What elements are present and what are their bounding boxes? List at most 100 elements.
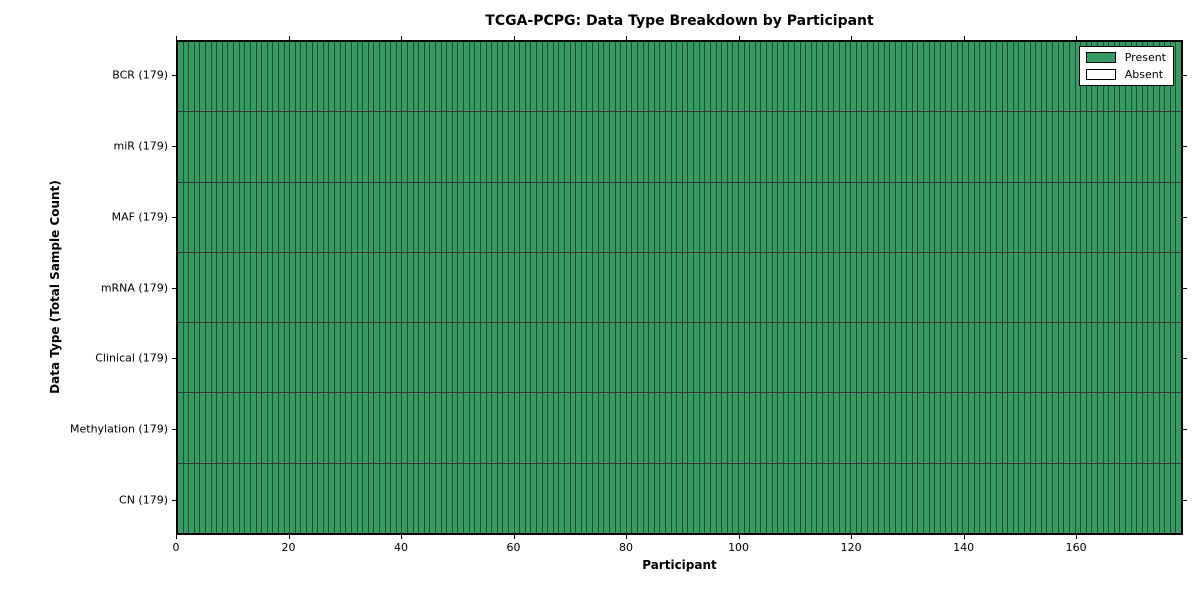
heatmap-cell: [676, 42, 682, 112]
heatmap-cell: [866, 182, 873, 252]
heatmap-cell: [681, 182, 688, 252]
heatmap-cell: [771, 182, 778, 252]
heatmap-cell: [1074, 112, 1081, 182]
heatmap-cell: [883, 393, 890, 463]
heatmap-cell: [794, 323, 800, 393]
heatmap-cell: [614, 323, 621, 393]
heatmap-cell: [765, 42, 772, 112]
heatmap-cell: [782, 112, 789, 182]
heatmap-cell: [665, 252, 671, 323]
heatmap-cell: [917, 463, 924, 533]
heatmap-cell: [463, 182, 469, 252]
heatmap-cell: [541, 323, 548, 393]
heatmap-cell: [597, 42, 604, 112]
heatmap-cell: [1029, 463, 1036, 533]
heatmap-cell: [592, 42, 598, 112]
heatmap-cell: [356, 323, 363, 393]
heatmap-cell: [676, 463, 682, 533]
heatmap-cell: [1040, 42, 1047, 112]
heatmap-cell: [205, 393, 211, 463]
heatmap-cell: [1175, 182, 1182, 252]
heatmap-cell: [625, 42, 632, 112]
heatmap-cell: [1068, 323, 1075, 393]
heatmap-cell: [457, 182, 464, 252]
heatmap-cell: [362, 42, 368, 112]
heatmap-cell: [322, 393, 329, 463]
heatmap-cell: [216, 393, 222, 463]
heatmap-cell: [990, 252, 996, 323]
heatmap-cell: [502, 463, 508, 533]
heatmap-cell: [272, 42, 278, 112]
heatmap-cell: [1007, 463, 1013, 533]
heatmap-cell: [507, 182, 514, 252]
heatmap-cell: [844, 463, 851, 533]
heatmap-cell: [552, 182, 559, 252]
heatmap-cell: [653, 463, 660, 533]
heatmap-cell: [878, 182, 884, 252]
heatmap-cell: [569, 463, 576, 533]
heatmap-cell: [676, 112, 682, 182]
heatmap-cell: [311, 252, 318, 323]
heatmap-cell: [1063, 182, 1069, 252]
heatmap-cell: [1158, 252, 1165, 323]
heatmap-cell: [244, 42, 250, 112]
heatmap-cell: [732, 252, 738, 323]
heatmap-cell: [586, 393, 593, 463]
heatmap-cell: [1012, 463, 1019, 533]
heatmap-cell: [636, 323, 643, 393]
heatmap-cell: [765, 182, 772, 252]
heatmap-cell: [547, 42, 553, 112]
heatmap-row-miR: [178, 112, 1182, 183]
y-tick-mark: [1183, 75, 1187, 77]
heatmap-cell: [1108, 252, 1114, 323]
heatmap-cell: [1085, 463, 1092, 533]
heatmap-cell: [249, 42, 256, 112]
heatmap-cell: [636, 182, 643, 252]
heatmap-cell: [1153, 323, 1159, 393]
heatmap-cell: [311, 112, 318, 182]
heatmap-cell: [283, 393, 290, 463]
heatmap-cell: [216, 182, 222, 252]
heatmap-cell: [272, 252, 278, 323]
heatmap-cell: [435, 182, 441, 252]
heatmap-cell: [1085, 323, 1092, 393]
heatmap-cell: [547, 182, 553, 252]
heatmap-cell: [373, 393, 379, 463]
heatmap-cell: [266, 252, 273, 323]
heatmap-cell: [199, 463, 206, 533]
heatmap-cell: [334, 42, 340, 112]
heatmap-cell: [810, 42, 817, 112]
heatmap-cell: [412, 323, 419, 393]
heatmap-cell: [648, 323, 654, 393]
heatmap-cell: [592, 182, 598, 252]
y-tick-label: BCR (179): [112, 68, 168, 82]
heatmap-cell: [1074, 252, 1081, 323]
heatmap-cell: [878, 112, 884, 182]
heatmap-cell: [967, 112, 974, 182]
x-tick-mark: [1076, 535, 1078, 539]
heatmap-cell: [294, 182, 301, 252]
heatmap-cell: [373, 463, 379, 533]
heatmap-cell: [401, 393, 407, 463]
heatmap-cell: [979, 252, 985, 323]
heatmap-cell: [827, 42, 834, 112]
heatmap-cell: [698, 323, 705, 393]
heatmap-cell: [878, 463, 884, 533]
heatmap-cell: [861, 42, 867, 112]
heatmap-cell: [233, 112, 239, 182]
heatmap-cell: [182, 252, 189, 323]
heatmap-cell: [1052, 463, 1058, 533]
heatmap-cell: [1108, 112, 1114, 182]
heatmap-cell: [193, 112, 200, 182]
heatmap-cell: [378, 463, 385, 533]
heatmap-cell: [334, 252, 340, 323]
heatmap-cell: [418, 112, 424, 182]
heatmap-cell: [227, 182, 234, 252]
heatmap-cell: [345, 463, 351, 533]
heatmap-cell: [670, 42, 677, 112]
heatmap-cell: [1085, 182, 1092, 252]
heatmap-cell: [799, 323, 806, 393]
heatmap-cell: [833, 393, 839, 463]
heatmap-cell: [620, 463, 626, 533]
heatmap-cell: [317, 42, 323, 112]
